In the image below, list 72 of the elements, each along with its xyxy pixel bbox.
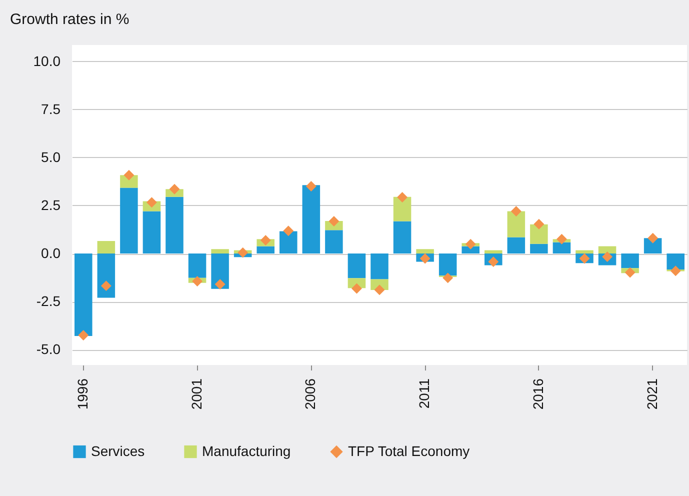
bar <box>188 254 206 278</box>
x-tick-label: 2016 <box>530 378 546 410</box>
point <box>169 184 180 194</box>
point <box>510 206 522 216</box>
point <box>534 218 544 230</box>
point <box>328 216 340 226</box>
y-tick-label: 10.0 <box>33 52 61 69</box>
bar <box>484 250 502 254</box>
bar <box>142 211 161 254</box>
bar <box>530 224 548 244</box>
x-tick-label: 1996 <box>74 378 90 410</box>
point <box>351 283 362 294</box>
y-tick-label: 2.5 <box>41 196 61 213</box>
point <box>238 247 248 258</box>
bar <box>666 254 684 270</box>
bar <box>302 185 320 254</box>
point <box>624 267 636 278</box>
point <box>442 272 454 284</box>
x-tick-label: 2011 <box>416 378 432 409</box>
point <box>670 266 681 276</box>
point <box>465 238 476 250</box>
point <box>306 181 316 192</box>
bar <box>211 249 229 254</box>
bar <box>348 254 366 278</box>
point <box>100 280 112 292</box>
y-tick-label: -2.5 <box>36 293 61 310</box>
point <box>260 235 271 246</box>
bar <box>576 250 594 254</box>
bar <box>416 249 434 254</box>
bar <box>325 230 343 254</box>
bar <box>166 196 184 254</box>
bar <box>507 211 526 238</box>
chart-title: Growth rates in % <box>10 11 130 28</box>
point <box>214 279 226 290</box>
y-tick-label: -5.0 <box>36 341 61 358</box>
bar <box>97 254 116 298</box>
bar <box>97 241 116 254</box>
y-tick-label: 0.0 <box>41 245 61 262</box>
point <box>374 284 385 296</box>
bar <box>598 246 616 254</box>
bar <box>120 188 138 254</box>
y-tick-label: 5.0 <box>41 148 61 165</box>
legend-label: TFP Total Economy <box>348 442 470 459</box>
bar <box>393 196 412 222</box>
legend-label: Services <box>91 442 145 459</box>
bar <box>552 242 571 254</box>
point <box>579 253 590 264</box>
bar <box>211 254 229 289</box>
point <box>283 226 294 236</box>
bar <box>370 254 388 280</box>
y-tick-label: 7.5 <box>41 100 61 117</box>
point <box>124 170 134 180</box>
point <box>556 234 567 244</box>
point <box>648 232 658 244</box>
point <box>397 192 408 202</box>
point <box>78 330 89 340</box>
point <box>420 253 430 264</box>
bar <box>462 246 480 254</box>
x-tick-label: 2006 <box>302 378 318 410</box>
bar <box>393 221 412 254</box>
bar <box>530 244 548 254</box>
bar <box>438 254 457 276</box>
bar <box>621 254 639 268</box>
point <box>192 276 203 286</box>
bar <box>280 231 298 254</box>
x-tick-label: 2021 <box>644 378 660 410</box>
bar <box>256 246 274 254</box>
x-tick-label: 2001 <box>188 378 204 410</box>
point <box>146 197 157 208</box>
legend-label: Manufacturing <box>202 442 291 459</box>
bar <box>507 237 526 254</box>
bar <box>74 254 92 336</box>
